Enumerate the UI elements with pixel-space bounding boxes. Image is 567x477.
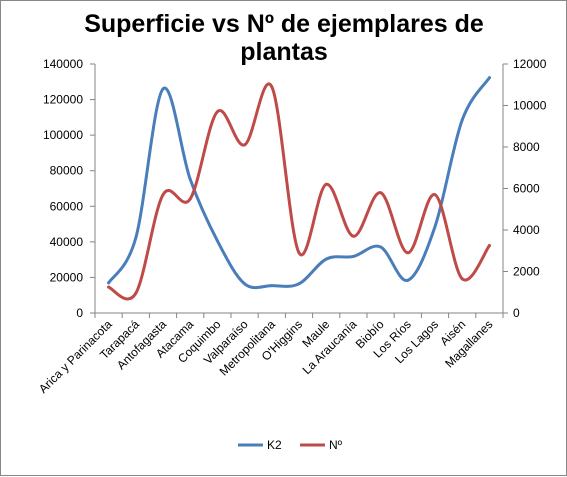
series-lines [107, 76, 491, 301]
right-axis-ticks: 0 2000 4000 6000 8000 10000 12000 [503, 57, 547, 320]
right-tick-label: 12000 [513, 57, 547, 71]
series-line-n [107, 82, 491, 301]
data-point [406, 251, 410, 255]
series-line-k2 [107, 76, 491, 290]
data-point [107, 285, 111, 289]
left-tick-label: 60000 [50, 199, 84, 213]
data-point [297, 251, 301, 255]
right-tick-label: 2000 [513, 265, 540, 279]
data-point [433, 193, 437, 197]
data-point [324, 182, 328, 186]
data-point [107, 281, 111, 285]
data-point [324, 257, 328, 261]
left-axis-ticks: 0 20000 40000 60000 80000 100000 120000 140000 [43, 57, 95, 320]
data-point [487, 76, 491, 80]
right-tick-label: 0 [513, 306, 520, 320]
left-tick-label: 120000 [43, 93, 83, 107]
data-point [460, 118, 464, 122]
data-point [243, 143, 247, 147]
right-tick-label: 4000 [513, 223, 540, 237]
right-tick-label: 10000 [513, 99, 547, 113]
data-point [351, 234, 355, 238]
data-point [433, 225, 437, 229]
data-point [243, 282, 247, 286]
legend-label-k2: K2 [267, 438, 282, 452]
data-point [161, 193, 165, 197]
legend-label-n: Nº [329, 438, 343, 452]
left-tick-label: 40000 [50, 235, 84, 249]
data-point [134, 236, 138, 240]
chart-title-line-2: plantas [240, 38, 328, 66]
data-point [270, 85, 274, 89]
data-point [215, 110, 219, 114]
right-tick-label: 6000 [513, 182, 540, 196]
data-point [188, 197, 192, 201]
data-point [379, 245, 383, 249]
chart-title-line-1: Superficie vs Nº de ejemplares de [84, 10, 484, 38]
left-tick-label: 0 [76, 306, 83, 320]
data-point [487, 244, 491, 248]
left-tick-label: 100000 [43, 128, 83, 142]
data-point [460, 277, 464, 281]
data-point [161, 87, 165, 91]
legend: K2 Nº [238, 438, 343, 452]
data-point [351, 254, 355, 258]
data-point [379, 191, 383, 195]
data-point [406, 278, 410, 282]
data-point [134, 291, 138, 295]
data-point [270, 284, 274, 288]
left-tick-label: 20000 [50, 270, 84, 284]
category-axis-ticks: Arica y ParinacotaTarapacáAntofagastaAta… [36, 313, 504, 396]
left-tick-label: 140000 [43, 57, 83, 71]
data-point [188, 177, 192, 181]
data-point [297, 282, 301, 286]
right-tick-label: 8000 [513, 140, 540, 154]
left-tick-label: 80000 [50, 164, 84, 178]
data-point [215, 239, 219, 243]
